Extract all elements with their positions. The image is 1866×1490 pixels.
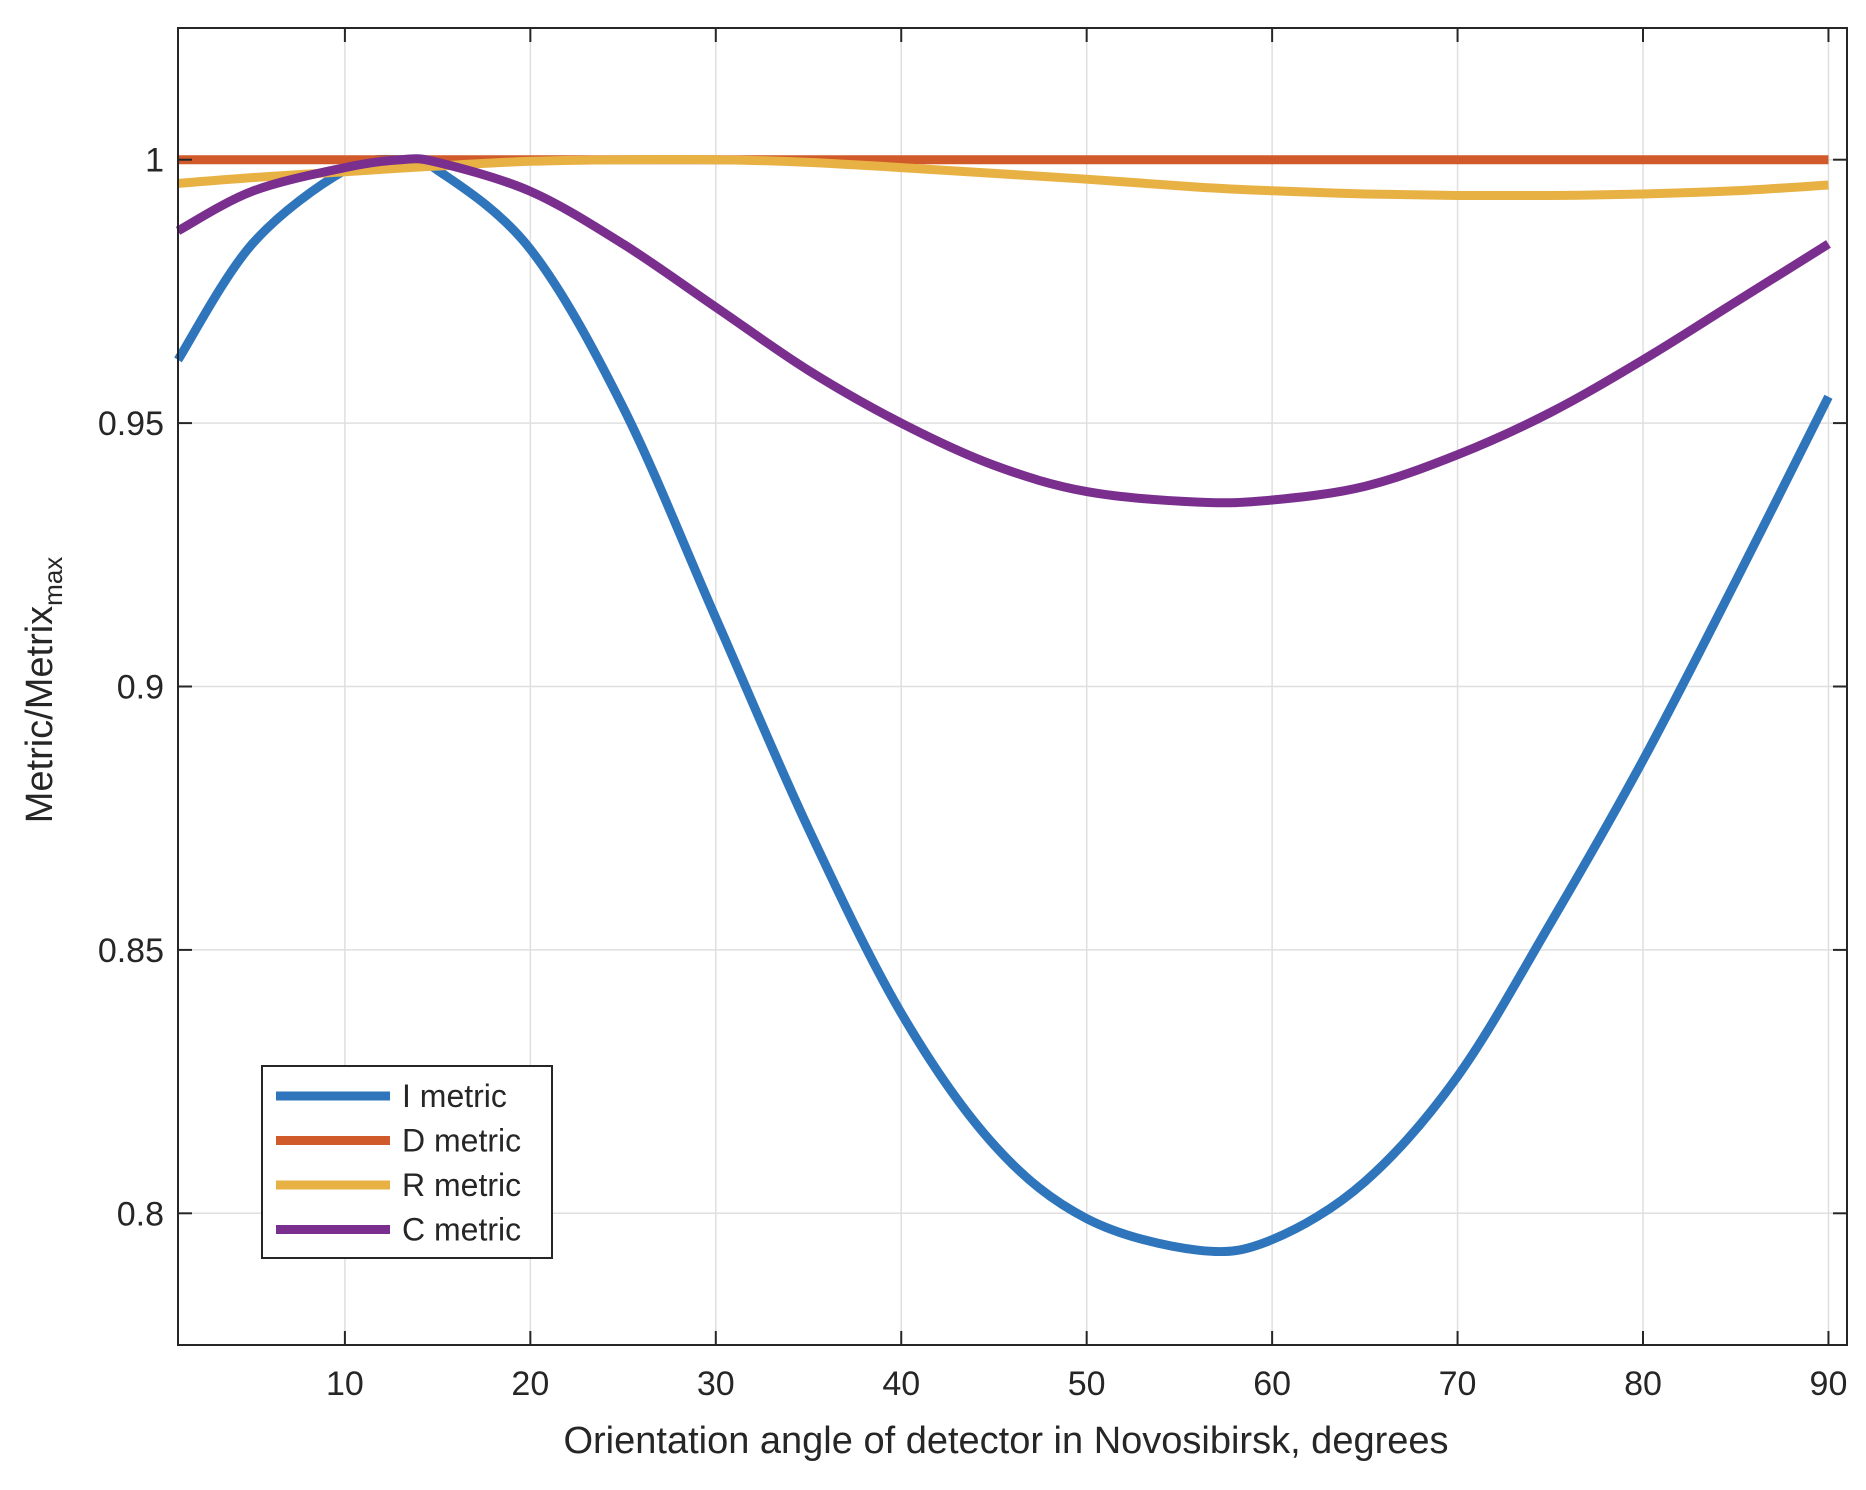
y-axis-label-subscript: max — [38, 557, 68, 606]
y-tick-label: 1 — [145, 142, 164, 180]
y-tick-label: 0.9 — [117, 669, 164, 707]
y-axis-label-main: Metric/Metrix — [19, 606, 61, 823]
legend-label-d-metric: D metric — [402, 1123, 521, 1159]
x-tick-label: 60 — [1253, 1365, 1291, 1403]
series-line-r-metric — [177, 154, 1829, 201]
y-tick-label: 0.85 — [98, 932, 164, 970]
axes-frame — [177, 27, 1848, 1346]
x-axis-label: Orientation angle of detector in Novosib… — [563, 1420, 1448, 1462]
series-line-c-metric — [175, 154, 1831, 508]
x-tick-label: 20 — [511, 1365, 549, 1403]
legend-label-r-metric: R metric — [402, 1167, 521, 1203]
x-tick-label: 40 — [882, 1365, 920, 1403]
legend-label-c-metric: C metric — [402, 1212, 521, 1248]
x-tick-label: 10 — [326, 1365, 364, 1403]
x-tick-label: 90 — [1810, 1365, 1848, 1403]
x-tick-label: 30 — [697, 1365, 735, 1403]
legend-label-i-metric: I metric — [402, 1078, 507, 1114]
x-tick-label: 70 — [1439, 1365, 1477, 1403]
y-tick-labels: 0.8 0.85 0.9 0.95 1 — [98, 142, 164, 1234]
grid-lines — [178, 28, 1847, 1345]
legend: I metric D metric R metric C metric — [261, 1065, 553, 1259]
x-tick-label: 50 — [1068, 1365, 1106, 1403]
x-tick-labels: 10 20 30 40 50 60 70 80 90 — [326, 1365, 1847, 1403]
y-tick-label: 0.8 — [117, 1195, 164, 1233]
y-axis-label: Metric/Metrixmax — [19, 557, 68, 824]
series-layer — [174, 154, 1833, 1257]
y-tick-label: 0.95 — [98, 405, 164, 443]
x-tick-label: 80 — [1624, 1365, 1662, 1403]
